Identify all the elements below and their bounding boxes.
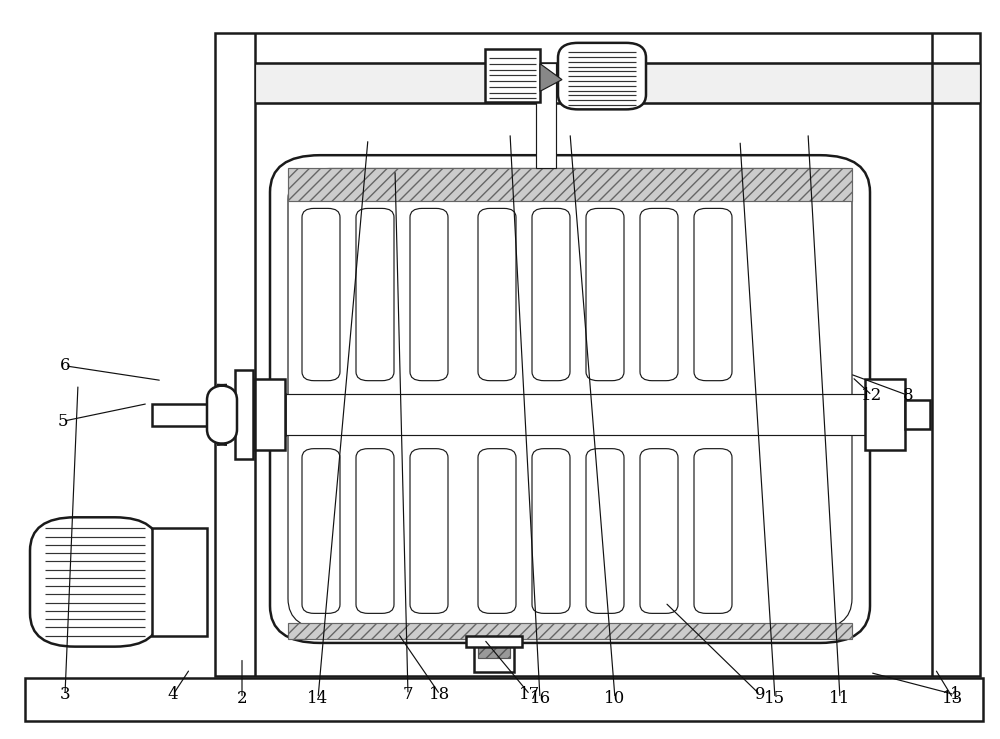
FancyBboxPatch shape bbox=[410, 449, 448, 613]
FancyBboxPatch shape bbox=[478, 449, 516, 613]
FancyBboxPatch shape bbox=[356, 208, 394, 381]
Text: 2: 2 bbox=[237, 689, 247, 707]
Text: 18: 18 bbox=[429, 686, 451, 704]
FancyBboxPatch shape bbox=[694, 208, 732, 381]
Polygon shape bbox=[540, 64, 562, 92]
Text: 16: 16 bbox=[529, 689, 551, 707]
FancyBboxPatch shape bbox=[558, 43, 646, 109]
FancyBboxPatch shape bbox=[586, 208, 624, 381]
FancyBboxPatch shape bbox=[586, 449, 624, 613]
Bar bbox=[152, 528, 207, 636]
FancyBboxPatch shape bbox=[356, 449, 394, 613]
Bar bbox=[478, 644, 510, 658]
Bar bbox=[215, 33, 980, 676]
Text: 15: 15 bbox=[764, 689, 786, 707]
FancyBboxPatch shape bbox=[302, 449, 340, 613]
Text: 10: 10 bbox=[604, 689, 626, 707]
Bar bbox=[288, 623, 852, 639]
Text: 12: 12 bbox=[861, 386, 883, 404]
Text: 3: 3 bbox=[60, 686, 70, 704]
FancyBboxPatch shape bbox=[478, 208, 516, 381]
Text: 4: 4 bbox=[168, 686, 178, 704]
Text: 8: 8 bbox=[903, 386, 913, 404]
Text: 17: 17 bbox=[519, 686, 541, 704]
FancyBboxPatch shape bbox=[532, 449, 570, 613]
Bar bbox=[275, 394, 865, 435]
Bar bbox=[474, 639, 514, 672]
FancyBboxPatch shape bbox=[270, 155, 870, 643]
Bar bbox=[255, 379, 285, 450]
FancyBboxPatch shape bbox=[30, 517, 160, 647]
Bar bbox=[485, 49, 540, 102]
Bar bbox=[25, 678, 983, 721]
FancyBboxPatch shape bbox=[302, 208, 340, 381]
Bar bbox=[905, 400, 930, 429]
Text: 11: 11 bbox=[829, 689, 851, 707]
Text: 5: 5 bbox=[58, 412, 68, 430]
Bar bbox=[152, 403, 210, 426]
Bar bbox=[536, 63, 556, 168]
Text: 9: 9 bbox=[755, 686, 765, 704]
Text: 7: 7 bbox=[403, 686, 413, 704]
FancyBboxPatch shape bbox=[640, 449, 678, 613]
FancyBboxPatch shape bbox=[532, 208, 570, 381]
FancyBboxPatch shape bbox=[410, 208, 448, 381]
Text: 13: 13 bbox=[942, 689, 964, 707]
Bar bbox=[235, 370, 253, 459]
Bar bbox=[275, 394, 285, 435]
Text: 6: 6 bbox=[60, 357, 70, 375]
FancyBboxPatch shape bbox=[640, 208, 678, 381]
Bar bbox=[466, 636, 522, 647]
Bar bbox=[865, 379, 905, 450]
Bar bbox=[288, 168, 852, 201]
FancyBboxPatch shape bbox=[694, 449, 732, 613]
Text: 1: 1 bbox=[950, 686, 960, 704]
Text: 14: 14 bbox=[307, 689, 329, 707]
FancyBboxPatch shape bbox=[207, 385, 237, 444]
Bar bbox=[255, 63, 980, 103]
